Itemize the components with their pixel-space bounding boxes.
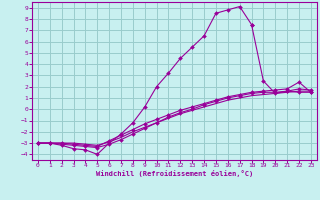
X-axis label: Windchill (Refroidissement éolien,°C): Windchill (Refroidissement éolien,°C)	[96, 170, 253, 177]
